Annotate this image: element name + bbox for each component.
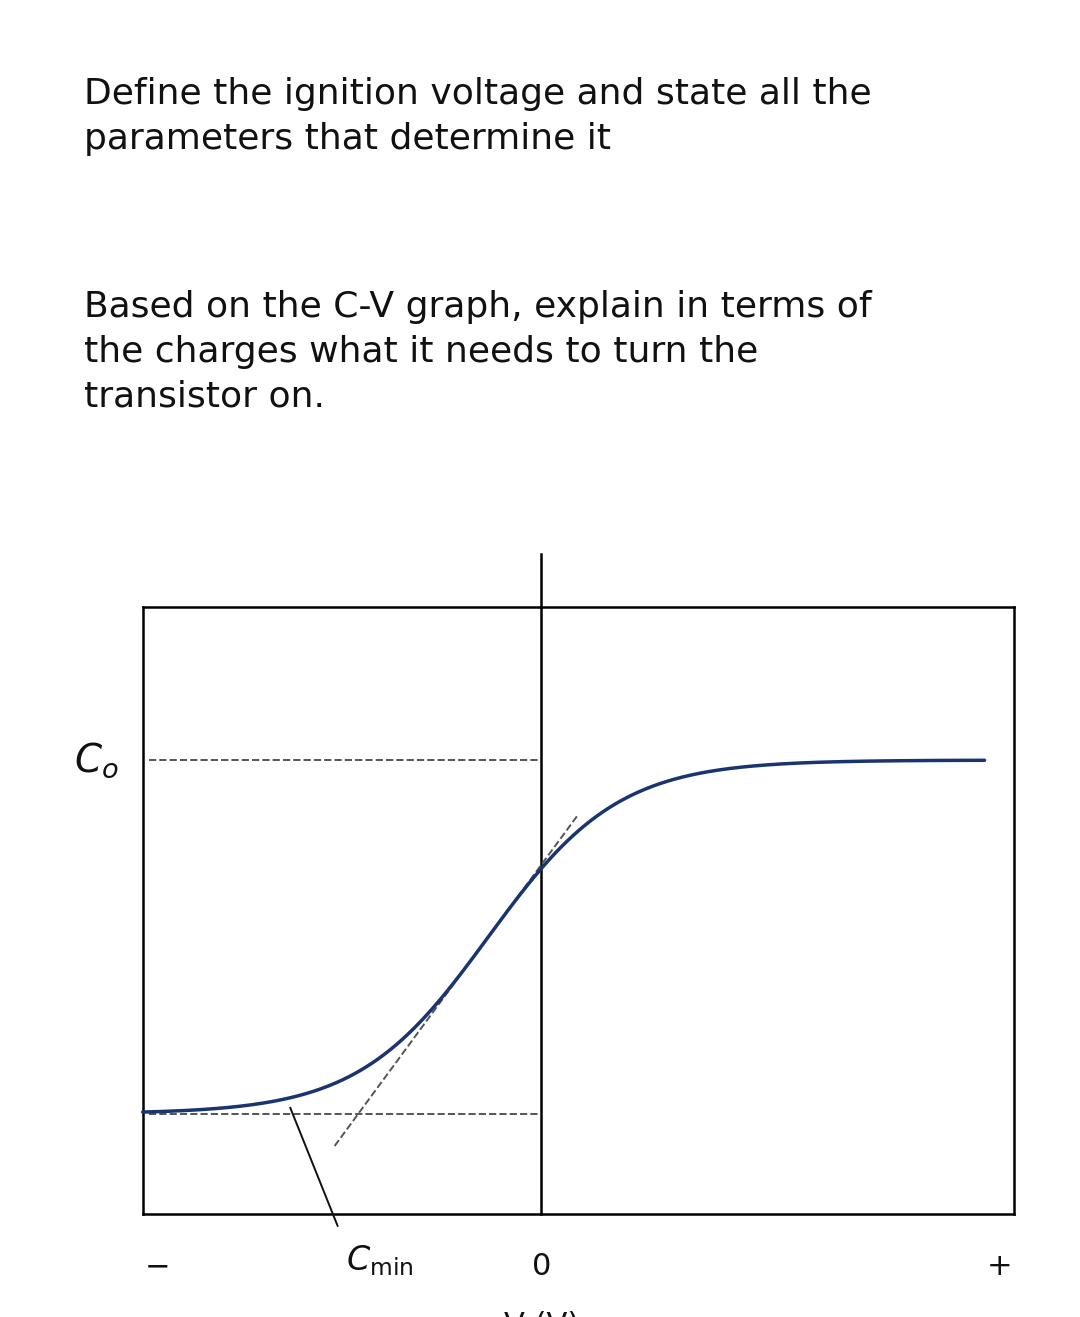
Text: V (V): V (V) [503, 1312, 579, 1317]
Text: $C_o$: $C_o$ [75, 740, 119, 780]
Text: Based on the C-V graph, explain in terms of
the charges what it needs to turn th: Based on the C-V graph, explain in terms… [84, 290, 872, 414]
Text: $C_{\mathrm{min}}$: $C_{\mathrm{min}}$ [347, 1243, 414, 1279]
Text: Define the ignition voltage and state all the
parameters that determine it: Define the ignition voltage and state al… [84, 78, 872, 157]
Text: −: − [145, 1252, 171, 1281]
Text: +: + [986, 1252, 1012, 1281]
Text: 0: 0 [531, 1252, 551, 1281]
